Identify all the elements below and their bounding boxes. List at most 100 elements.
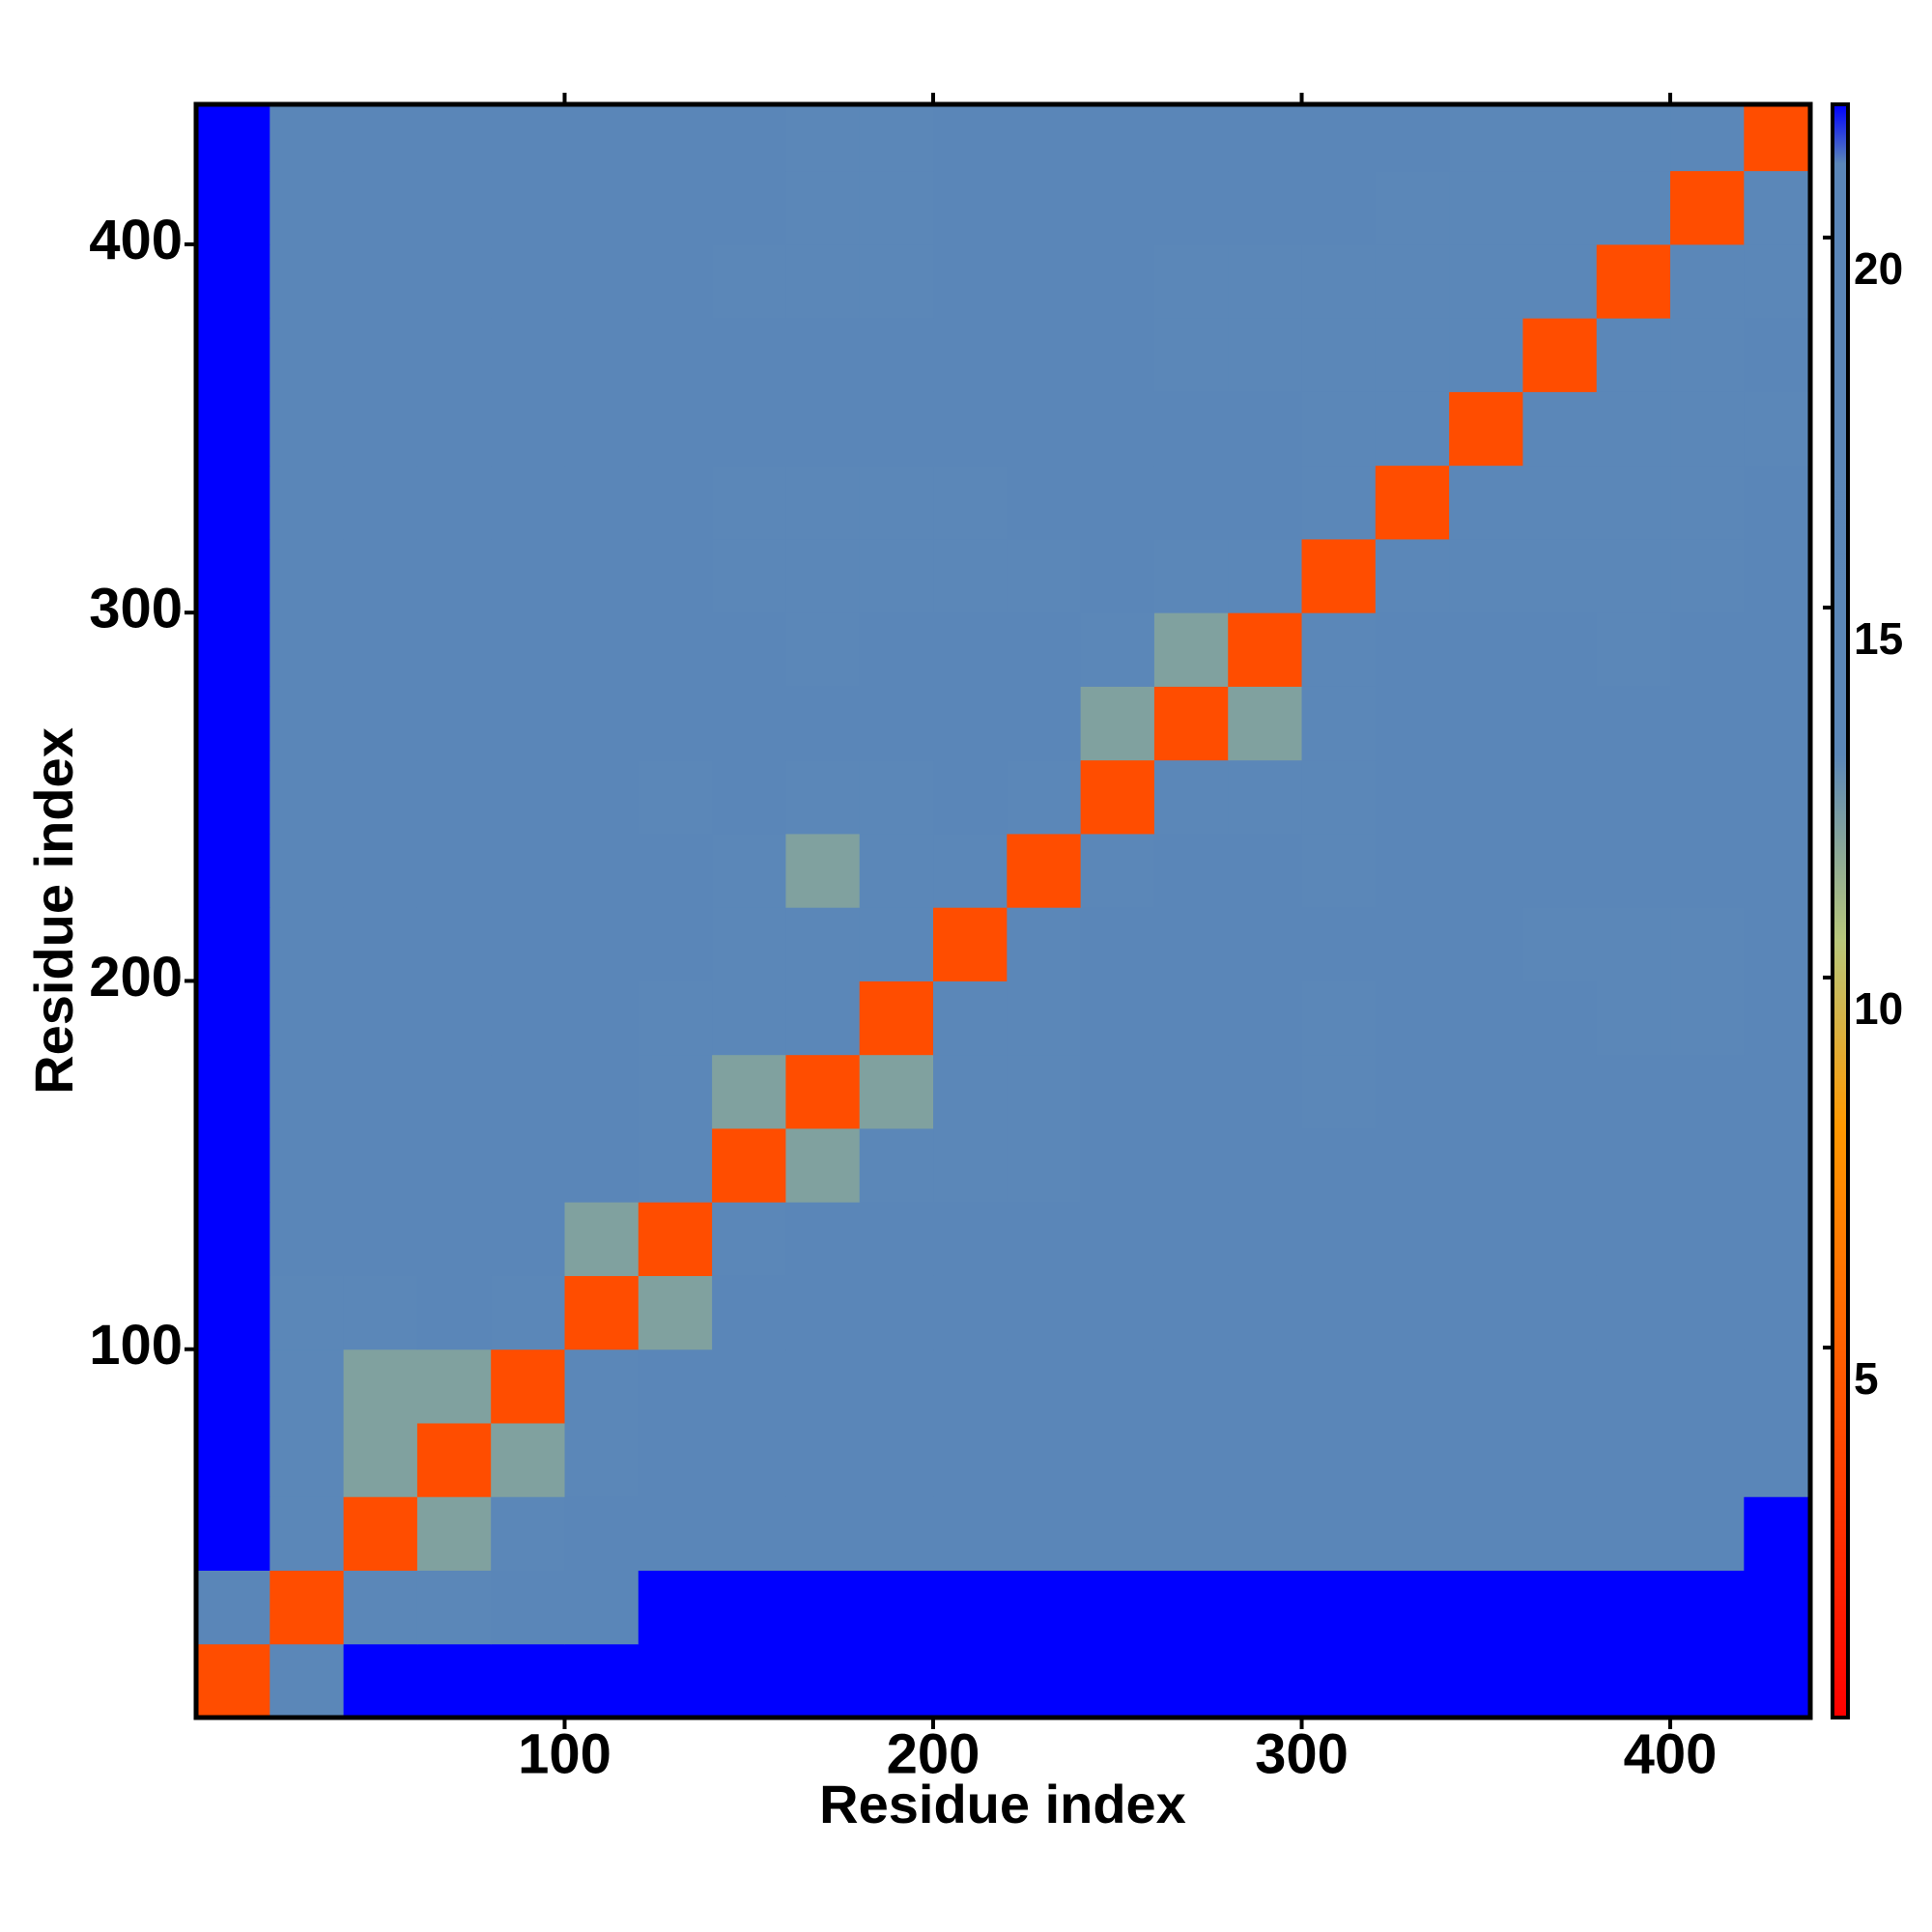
heatmap-cell [1301,1127,1377,1203]
heatmap-cell [1153,759,1229,835]
heatmap-cell [416,1570,492,1645]
heatmap-cell [785,686,861,761]
heatmap-cell [1522,1643,1598,1719]
heatmap-cell [638,1275,713,1350]
heatmap-cell [785,1643,861,1719]
heatmap-cell [270,104,345,172]
heatmap-cell [491,170,566,245]
heatmap-cell [933,1496,1008,1571]
heatmap-cell [859,391,934,467]
heatmap-cell [1522,170,1598,245]
heatmap-cell [196,1202,270,1276]
heatmap-cell [638,1054,713,1129]
heatmap-cell [196,465,270,540]
heatmap-cell [1449,907,1523,981]
heatmap-cell [933,1054,1008,1129]
heatmap-cell [1301,243,1377,319]
heatmap-cell [1007,465,1082,540]
heatmap-cell [270,1275,345,1350]
heatmap-cell [1670,1275,1745,1350]
plot-frame [193,101,1813,1720]
x-axis-title: Residue index [819,1774,1186,1834]
heatmap-cell [1522,1202,1598,1276]
heatmap-cell [638,686,713,761]
heatmap-cell [859,1054,934,1129]
heatmap-cell [1744,170,1811,245]
heatmap-cell [1522,612,1598,687]
heatmap-cell [270,170,345,245]
heatmap-cell [712,170,786,245]
heatmap-cell [859,104,934,172]
heatmap-cell [712,391,786,467]
heatmap-cell [1080,686,1155,761]
heatmap-cell [1375,612,1450,687]
heatmap-cell [1596,759,1671,835]
heatmap-cell [196,1643,270,1719]
heatmap-cell [785,1054,861,1129]
heatmap-cell [491,1422,566,1497]
y-tick-label: 100 [89,1314,183,1377]
heatmap-cell [1301,980,1377,1056]
heatmap-cell [1744,391,1811,467]
heatmap-cell [564,391,639,467]
heatmap-cell [1744,243,1811,319]
heatmap-cell [933,1643,1008,1719]
heatmap-cell [712,980,786,1056]
heatmap-cell [1080,907,1155,981]
heatmap-cell [1153,170,1229,245]
heatmap-cell [270,833,345,908]
heatmap-cell [1744,1127,1811,1203]
heatmap-cell [1080,1496,1155,1571]
heatmap-cell [859,1202,934,1276]
heatmap-cell [1522,1570,1598,1645]
heatmap-cell [196,1349,270,1424]
heatmap-cell [1375,907,1450,981]
heatmap-cell [343,104,418,172]
heatmap-cell [859,243,934,319]
heatmap-cell [196,980,270,1056]
heatmap-cell [1228,465,1303,540]
heatmap-cell [1522,1127,1598,1203]
heatmap-cell [933,907,1008,981]
heatmap-cell [1522,833,1598,908]
heatmap-cell [933,391,1008,467]
heatmap-cell [1744,759,1811,835]
heatmap-cell [416,1127,492,1203]
heatmap-cell [196,907,270,981]
heatmap-cell [638,1349,713,1424]
heatmap-cell [416,170,492,245]
heatmap-cell [1080,1349,1155,1424]
heatmap-cell [270,1349,345,1424]
heatmap-cell [564,980,639,1056]
heatmap-cell [1228,1496,1303,1571]
heatmap-cell [1670,612,1745,687]
heatmap-cell [270,980,345,1056]
heatmap-cell [1375,1054,1450,1129]
heatmap-cell [491,243,566,319]
heatmap-cell [1153,612,1229,687]
heatmap-cell [1153,686,1229,761]
heatmap-cell [1670,1643,1745,1719]
heatmap-cell [1153,1643,1229,1719]
heatmap-cell [1670,1202,1745,1276]
heatmap-cell [1596,243,1671,319]
heatmap-cell [712,1422,786,1497]
heatmap-cell [491,1496,566,1571]
heatmap-cell [1375,1349,1450,1424]
heatmap-cell [859,170,934,245]
heatmap-cell [343,391,418,467]
heatmap-cell [1007,1643,1082,1719]
heatmap-cell [1375,243,1450,319]
heatmap-cell [1744,1422,1811,1497]
heatmap-cell [270,907,345,981]
heatmap-cell [1596,1054,1671,1129]
heatmap-cell [1228,1275,1303,1350]
heatmap-cell [1228,391,1303,467]
heatmap-cell [1744,1054,1811,1129]
heatmap-cell [933,538,1008,613]
heatmap-cell [196,318,270,392]
heatmap-cell [270,465,345,540]
heatmap-cell [1596,1422,1671,1497]
heatmap-cell [196,833,270,908]
